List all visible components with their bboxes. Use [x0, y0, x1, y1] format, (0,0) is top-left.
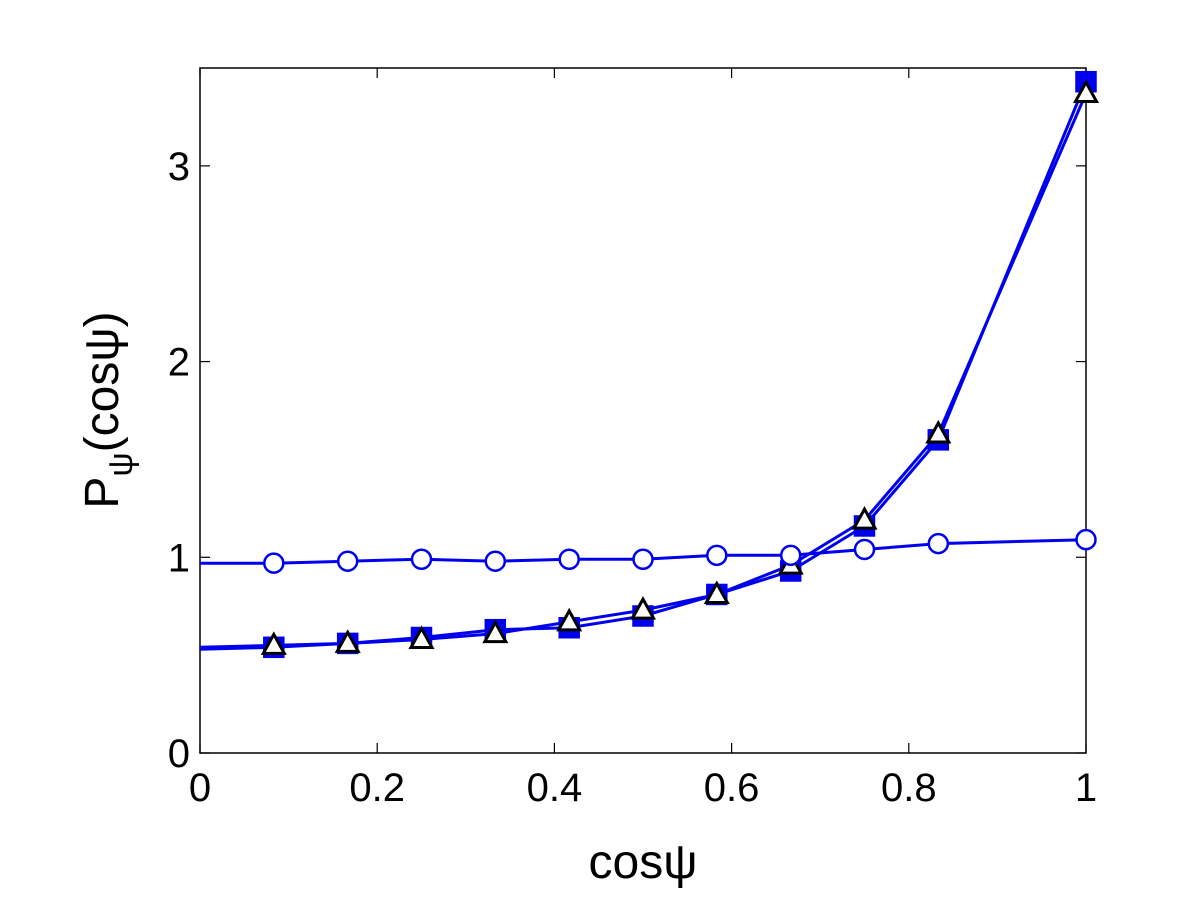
- y-tick-label: 2: [168, 341, 190, 385]
- data-point-triangle: [629, 596, 657, 620]
- data-point-triangle: [482, 619, 509, 644]
- y-tick-label: 1: [168, 536, 190, 580]
- y-tick-label: 0: [168, 732, 190, 776]
- series-line-triangle: [199, 92, 1088, 649]
- data-point-triangle: [851, 505, 878, 530]
- data-point-triangle: [334, 629, 361, 653]
- data-point-circle: [779, 544, 802, 567]
- data-point-circle: [336, 550, 359, 572]
- x-tick-label: 0.2: [349, 766, 405, 810]
- data-point-triangle: [260, 631, 287, 655]
- data-point-circle: [410, 548, 433, 570]
- data-point-circle: [853, 538, 876, 561]
- y-axis-label-sub: ψ: [102, 452, 140, 476]
- data-point-triangle: [1072, 79, 1100, 103]
- data-point-triangle: [556, 607, 583, 632]
- data-point-circle: [263, 552, 285, 574]
- y-axis-label: Pψ(cosψ): [76, 311, 140, 508]
- x-tick-label: 0.8: [881, 766, 937, 810]
- x-axis-label: cosψ: [589, 836, 698, 889]
- svg-text:Pψ(cosψ): Pψ(cosψ): [76, 311, 140, 508]
- y-axis-label-tail: (cosψ): [76, 311, 129, 452]
- x-tick-label: 0.4: [527, 766, 583, 810]
- data-point-circle: [558, 548, 580, 570]
- data-point-triangle: [408, 625, 435, 649]
- series-layer: [199, 70, 1100, 659]
- x-tick-label: 1: [1075, 766, 1097, 810]
- axis-ticks: 0 0.2 0.4 0.6 0.8 1 0 1 2 3: [168, 68, 1097, 810]
- plot-area: [199, 67, 1087, 754]
- y-tick-label: 3: [168, 145, 190, 189]
- data-point-circle: [1075, 528, 1097, 551]
- y-axis-label-main: P: [76, 477, 129, 509]
- data-point-circle: [484, 550, 507, 572]
- data-point-triangle: [703, 580, 730, 604]
- data-point-circle: [632, 548, 654, 570]
- data-point-circle: [706, 544, 728, 567]
- x-tick-label: 0: [189, 766, 211, 810]
- data-point-triangle: [925, 419, 952, 444]
- data-point-circle: [927, 532, 950, 555]
- x-tick-label: 0.6: [704, 766, 760, 810]
- series-line-circle: [200, 538, 1087, 565]
